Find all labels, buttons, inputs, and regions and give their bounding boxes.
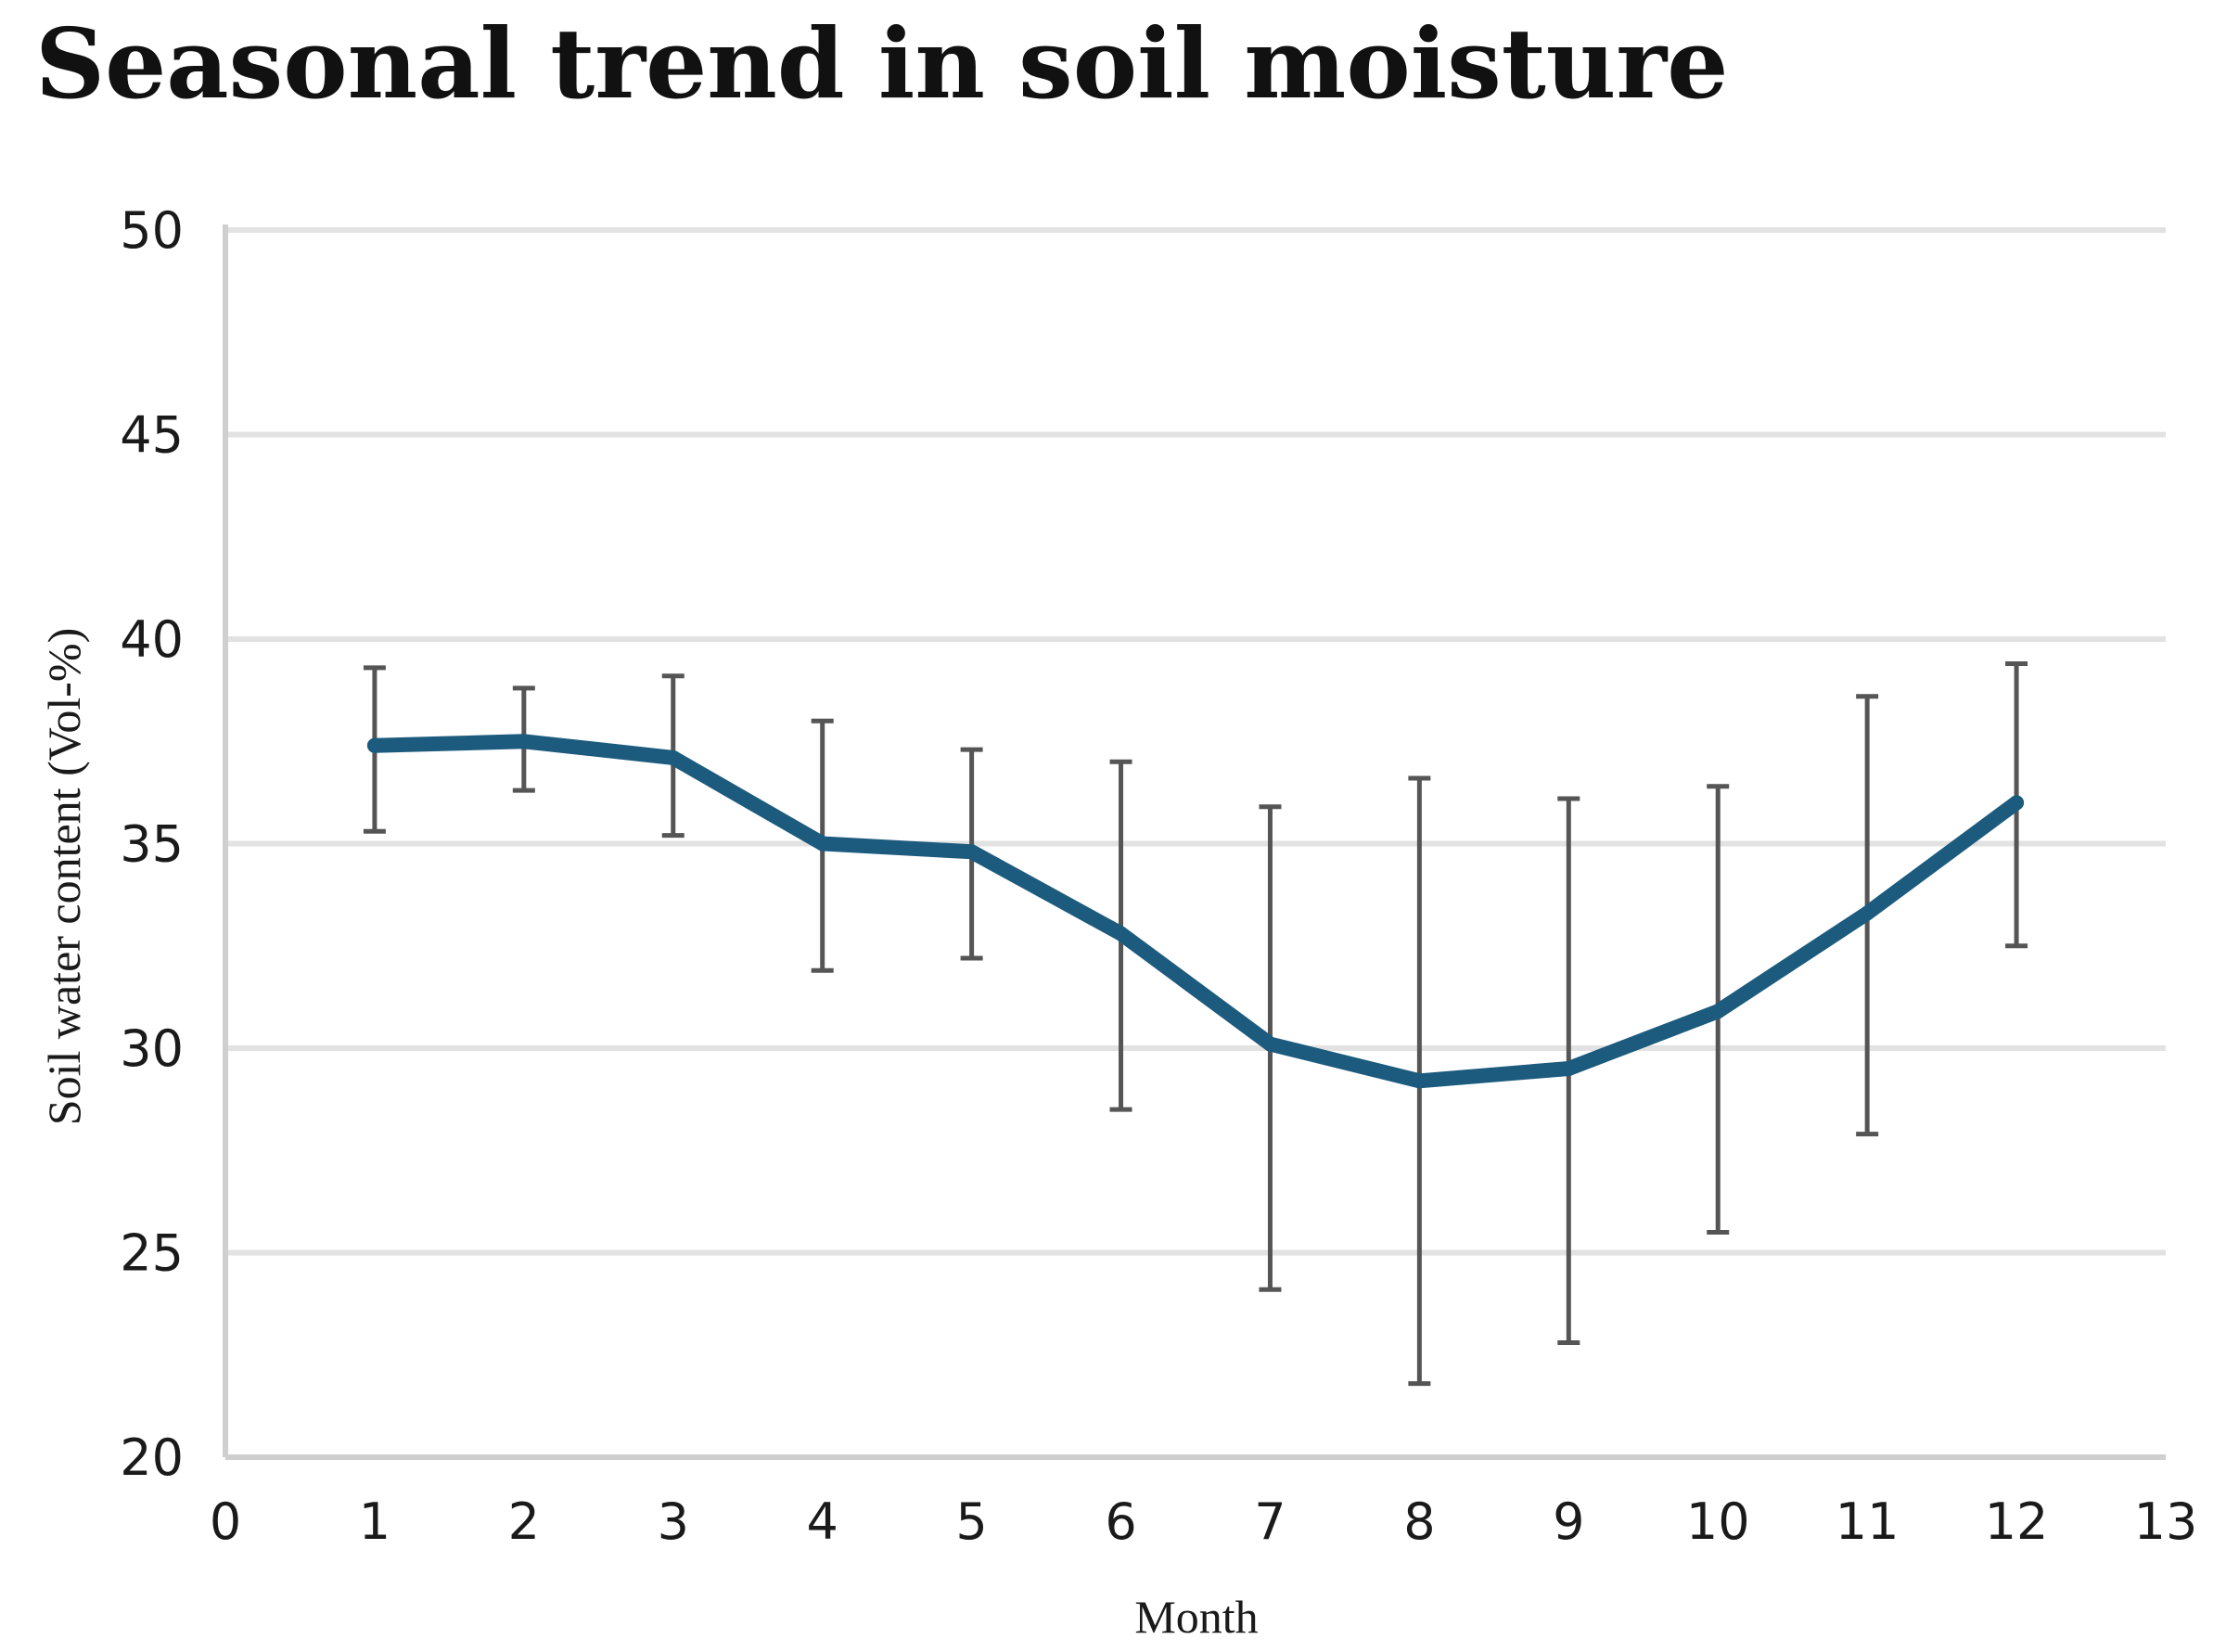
x-tick-label: 12: [1985, 1492, 2049, 1551]
y-tick-labels: 20 25 30 35 40 45 50: [120, 201, 184, 1487]
x-tick-label: 2: [508, 1492, 540, 1551]
y-tick-label: 50: [120, 201, 184, 260]
x-tick-label: 11: [1836, 1492, 1900, 1551]
data-point: [366, 737, 382, 753]
data-point: [1113, 926, 1129, 941]
data-point: [1412, 1073, 1427, 1089]
data-point: [814, 836, 830, 852]
x-tick-label: 3: [658, 1492, 689, 1551]
data-point: [1860, 905, 1875, 921]
x-tick-label: 13: [2134, 1492, 2198, 1551]
x-tick-label: 4: [807, 1492, 838, 1551]
y-tick-label: 25: [120, 1224, 184, 1283]
error-bars: [363, 660, 2028, 1387]
x-tick-label: 8: [1403, 1492, 1435, 1551]
x-tick-label: 0: [210, 1492, 241, 1551]
data-point: [1710, 1004, 1726, 1019]
x-tick-label: 1: [359, 1492, 390, 1551]
x-tick-label: 10: [1686, 1492, 1750, 1551]
x-tick-label: 5: [955, 1492, 987, 1551]
gridlines: [225, 227, 2166, 1256]
x-tick-label: 7: [1254, 1492, 1286, 1551]
data-point: [516, 734, 531, 749]
y-tick-label: 40: [120, 610, 184, 669]
x-axis-label: Month: [1134, 1591, 1258, 1643]
data-point: [2009, 795, 2025, 811]
y-tick-label: 45: [120, 406, 184, 465]
y-axis-label: Soil water content (Vol-%): [38, 628, 90, 1125]
x-tick-label: 9: [1553, 1492, 1584, 1551]
data-point: [964, 844, 979, 860]
x-tick-label: 6: [1105, 1492, 1136, 1551]
y-tick-label: 30: [120, 1019, 184, 1078]
series-line: [366, 734, 2025, 1089]
x-tick-labels: 0 1 2 3 4 5 6 7 8 9 10 11 12 13: [210, 1492, 2198, 1551]
chart-title: Seasonal trend in soil moisture: [35, 6, 1728, 121]
y-tick-label: 35: [120, 815, 184, 874]
axes: [223, 224, 2166, 1460]
data-point: [665, 749, 681, 765]
y-tick-label: 20: [120, 1428, 184, 1487]
series-lines: [366, 734, 2025, 1089]
data-point: [1561, 1061, 1577, 1077]
data-point: [1262, 1036, 1278, 1052]
